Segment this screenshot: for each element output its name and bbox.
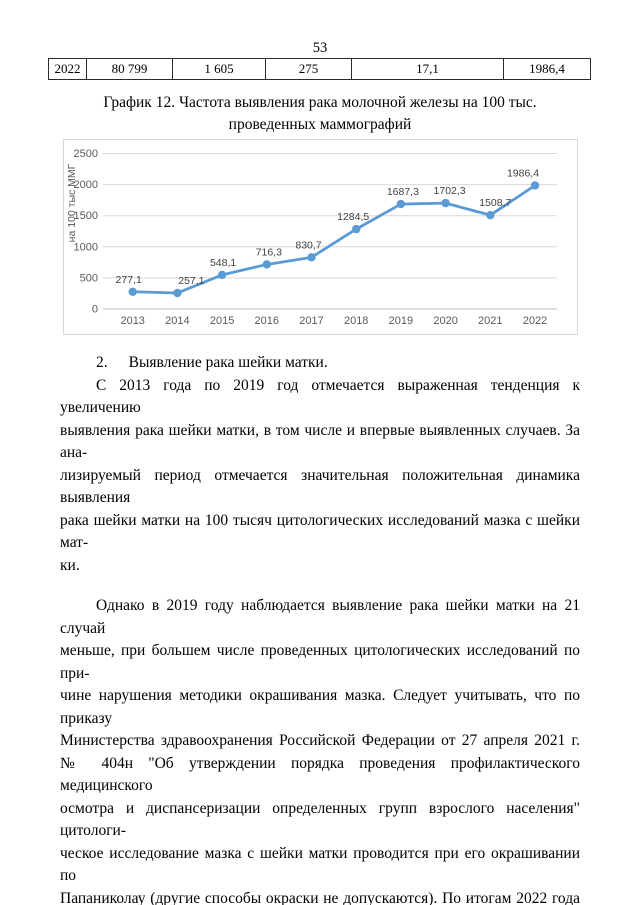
chart-caption-line1: График 12. Частота выявления рака молочн…	[103, 94, 537, 111]
chart-caption-line2: проведенных маммографий	[228, 115, 412, 133]
data-point	[217, 270, 227, 280]
paragraph-line: С 2013 года по 2019 год отмечается выраж…	[60, 376, 580, 417]
table-cell: 1 605	[172, 58, 266, 80]
x-tick-label: 2017	[299, 315, 323, 327]
section-number: 2.	[96, 354, 108, 371]
paragraph-line: Министерства здравоохранения Российской …	[60, 732, 580, 749]
y-tick-label: 2000	[74, 179, 98, 191]
line-chart-svg: 0 500 1000 1500 2000 2500 на 100 тыс ММГ 2013 20…	[66, 148, 557, 327]
data-point	[173, 288, 182, 298]
table-cell: 275	[265, 58, 352, 80]
x-tick-label: 2022	[523, 315, 547, 327]
data-label: 1986,4	[507, 167, 539, 179]
y-tick-label: 1500	[74, 210, 98, 222]
data-label: 548,1	[210, 257, 236, 269]
table-cell: 1986,4	[503, 58, 591, 80]
data-label: 830,7	[295, 239, 321, 251]
paragraph-line: Однако в 2019 году наблюдается выявление…	[60, 597, 580, 637]
y-tick-label: 2500	[74, 148, 98, 160]
paragraph-line: осмотра и диспансеризации определенных г…	[60, 799, 580, 840]
x-tick-label: 2015	[210, 315, 234, 327]
data-point	[352, 224, 361, 234]
table-row: 2022 80 799 1 605 275 17,1 1986,4	[48, 58, 591, 80]
paragraph-line: Папаниколау (другие способы окраски не д…	[60, 889, 580, 905]
x-tick-label: 2021	[478, 315, 502, 327]
paragraph-line: меньше, при большем числе проведенных ци…	[60, 642, 580, 682]
x-tick-label: 2014	[165, 315, 189, 327]
data-label: 1702,3	[434, 185, 466, 197]
data-label: 716,3	[256, 246, 282, 258]
data-label: 257,1	[178, 275, 204, 287]
data-point	[128, 287, 137, 296]
paragraph-line: лизируемый период отмечается значительна…	[60, 466, 580, 507]
x-tick-label: 2020	[433, 315, 457, 327]
x-tick-label: 2016	[255, 315, 279, 327]
data-point	[307, 253, 316, 262]
chart-caption: График 12. Частота выявления рака молочн…	[0, 92, 640, 135]
data-label: 277,1	[116, 274, 142, 286]
y-axis-title: на 100 тыс ММГ	[66, 163, 78, 242]
x-tick-label: 2019	[389, 315, 413, 327]
section-heading: 2. Выявление рака шейки матки.	[60, 352, 616, 375]
data-label: 1284,5	[337, 211, 369, 223]
data-point	[441, 198, 450, 208]
paragraph-line: ческое исследование мазка с шейки матки …	[60, 844, 580, 885]
data-point	[396, 199, 406, 209]
data-point	[530, 181, 540, 190]
table-cell: 2022	[48, 58, 87, 80]
data-label: 1508,7	[479, 197, 511, 209]
paragraph-line: ки.	[60, 556, 80, 574]
paragraph-line: выявления рака шейки матки, в том числе …	[60, 421, 580, 462]
line-chart: 0 500 1000 1500 2000 2500 на 100 тыс ММГ 2013 20…	[63, 139, 578, 335]
paragraph-line: № 404н "Об утверждении порядка проведени…	[60, 754, 580, 795]
trend-line	[131, 184, 537, 295]
data-point	[262, 260, 271, 269]
paragraph-2: Однако в 2019 году наблюдается выявление…	[60, 595, 580, 905]
table-cell: 80 799	[86, 58, 173, 80]
paragraph-line: рака шейки матки на 100 тысяч цитологиче…	[60, 511, 580, 552]
table-cell: 17,1	[351, 58, 504, 80]
page-number: 53	[312, 40, 328, 56]
top-data-table: 2022 80 799 1 605 275 17,1 1986,4	[48, 58, 591, 80]
section-title: Выявление рака шейки матки.	[128, 354, 328, 371]
y-tick-label: 0	[92, 304, 98, 316]
data-point	[486, 210, 495, 220]
data-label: 1687,3	[387, 186, 419, 198]
y-tick-label: 1000	[74, 241, 98, 253]
paragraph-1: С 2013 года по 2019 год отмечается выраж…	[60, 375, 580, 578]
x-tick-label: 2013	[120, 315, 144, 327]
y-tick-label: 500	[80, 272, 98, 284]
x-tick-label: 2018	[344, 315, 368, 327]
paragraph-line: чине нарушения методики окрашивания мазк…	[60, 687, 580, 727]
